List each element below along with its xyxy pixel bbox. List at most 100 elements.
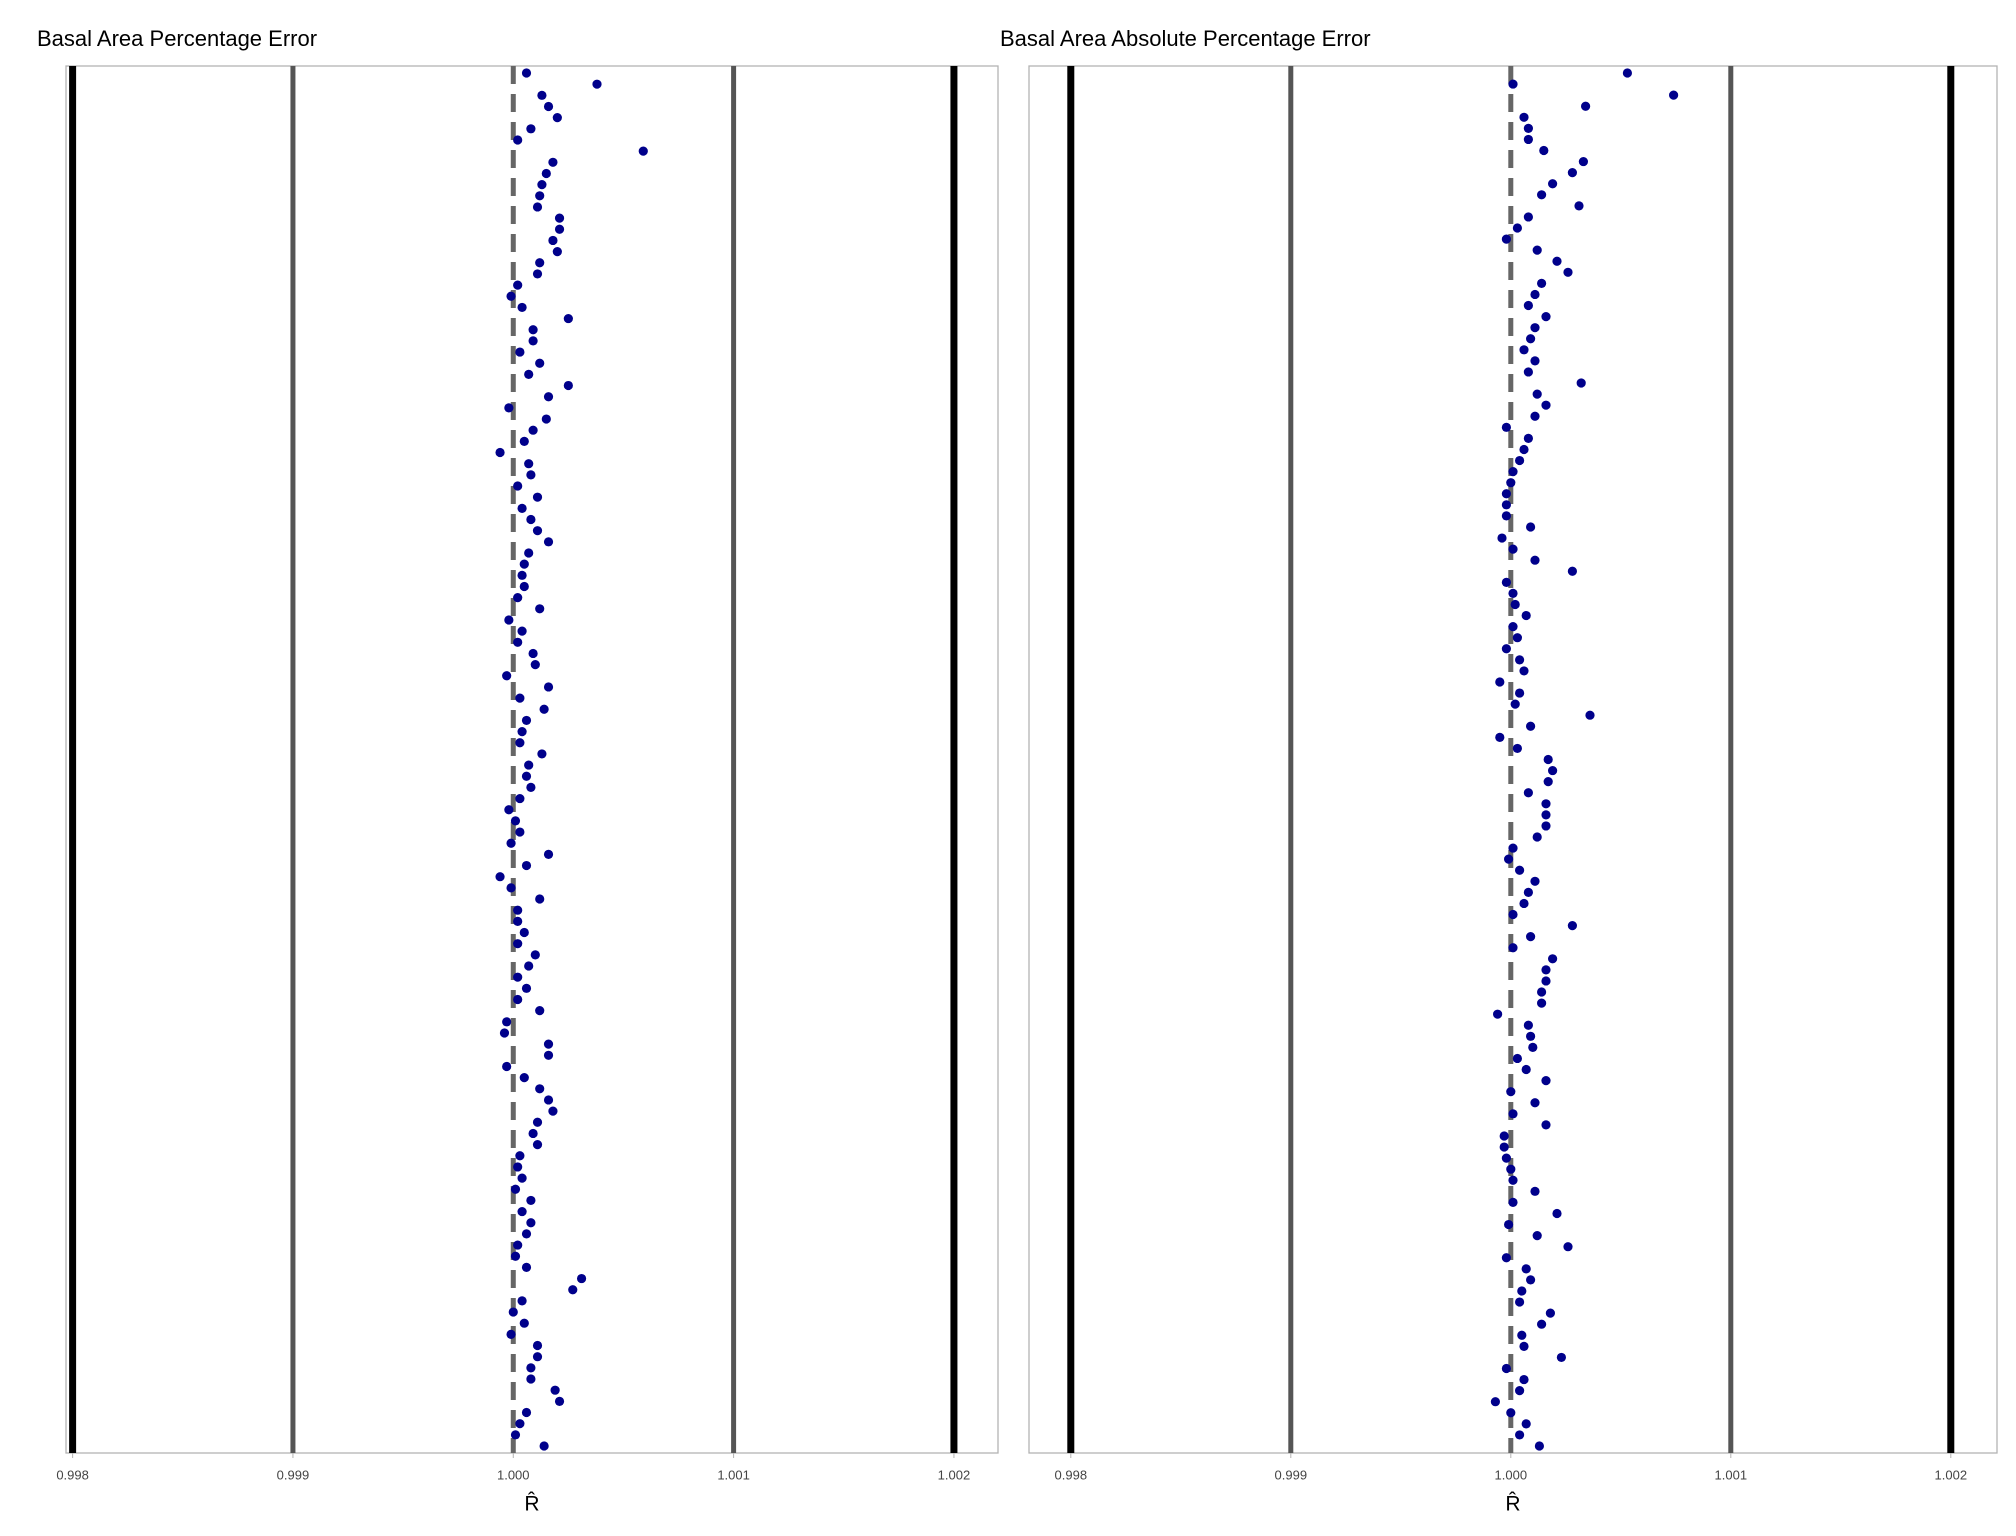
point xyxy=(502,671,512,681)
point xyxy=(528,336,538,346)
point xyxy=(1530,356,1540,366)
point xyxy=(1530,876,1540,886)
point xyxy=(552,247,562,257)
point xyxy=(1499,1142,1509,1152)
point xyxy=(548,1106,558,1116)
point xyxy=(1541,976,1551,986)
point xyxy=(535,1084,545,1094)
point xyxy=(1541,1120,1551,1130)
point xyxy=(1517,1286,1527,1296)
point xyxy=(1501,234,1511,244)
point xyxy=(530,950,540,960)
point xyxy=(1563,1242,1573,1252)
point xyxy=(1548,765,1558,776)
point xyxy=(526,1363,536,1373)
point xyxy=(515,1419,525,1429)
point xyxy=(1526,522,1536,532)
point xyxy=(532,1340,543,1351)
point xyxy=(524,548,534,558)
point xyxy=(519,1073,529,1083)
point xyxy=(532,1140,543,1150)
point xyxy=(1545,1308,1555,1318)
x-tick-label: 0.998 xyxy=(56,1467,89,1482)
point xyxy=(1523,134,1533,145)
point xyxy=(515,738,525,748)
x-axis-label: R̂ xyxy=(1505,1492,1520,1515)
point xyxy=(1537,190,1547,200)
point xyxy=(506,838,516,848)
point xyxy=(1530,289,1540,300)
point xyxy=(1501,511,1511,521)
point xyxy=(504,615,514,625)
point xyxy=(1526,334,1536,344)
point xyxy=(1508,909,1518,920)
point xyxy=(1512,633,1522,643)
x-tick-label: 0.998 xyxy=(1055,1467,1088,1482)
point xyxy=(1508,1197,1518,1208)
point xyxy=(1541,821,1551,831)
point xyxy=(576,1273,587,1284)
x-tick-label: 1.001 xyxy=(1715,1467,1748,1482)
point xyxy=(510,1184,521,1194)
point xyxy=(1515,455,1525,466)
point xyxy=(1508,1109,1518,1119)
point xyxy=(521,715,532,726)
point xyxy=(535,258,545,268)
point xyxy=(1512,743,1522,754)
point xyxy=(563,380,573,391)
plot-frame xyxy=(65,65,999,1454)
point xyxy=(548,157,558,167)
point xyxy=(554,1396,565,1406)
point xyxy=(532,1117,543,1127)
x-tick-label: 1.002 xyxy=(1935,1467,1968,1482)
point xyxy=(530,660,540,670)
point xyxy=(1537,278,1547,288)
point xyxy=(521,1262,532,1272)
point xyxy=(1519,112,1529,122)
point xyxy=(513,905,523,915)
point xyxy=(543,101,554,112)
point xyxy=(537,180,547,190)
point xyxy=(1530,323,1540,333)
point xyxy=(1515,1297,1525,1307)
point xyxy=(1530,411,1540,421)
x-tick-label: 0.999 xyxy=(1275,1467,1308,1482)
x-tick-label: 0.999 xyxy=(277,1467,310,1482)
x-tick-label: 1.002 xyxy=(938,1467,971,1482)
point xyxy=(508,1307,518,1317)
point xyxy=(552,113,562,123)
point xyxy=(1526,1275,1536,1285)
point xyxy=(1501,1363,1511,1374)
point xyxy=(543,1050,554,1060)
point xyxy=(1519,444,1529,455)
point xyxy=(1501,500,1511,510)
point xyxy=(1541,799,1551,809)
point xyxy=(1541,810,1551,820)
point xyxy=(1515,1430,1525,1440)
point xyxy=(1508,1175,1518,1185)
point xyxy=(504,805,514,815)
point xyxy=(1532,1231,1542,1241)
point xyxy=(502,1061,512,1072)
point xyxy=(1532,832,1542,842)
point xyxy=(1508,588,1518,599)
point xyxy=(519,1318,529,1328)
point xyxy=(543,849,554,859)
point xyxy=(515,347,525,357)
point xyxy=(517,726,527,737)
point xyxy=(528,425,538,435)
point xyxy=(517,1296,527,1306)
point xyxy=(1567,920,1577,931)
point xyxy=(1530,555,1540,565)
point xyxy=(499,1028,510,1038)
point xyxy=(543,392,554,402)
point xyxy=(1523,212,1533,222)
point xyxy=(1523,1020,1533,1030)
point xyxy=(1521,1064,1531,1075)
point xyxy=(1556,1352,1566,1363)
point xyxy=(1567,168,1577,178)
point xyxy=(513,1162,523,1172)
point xyxy=(517,626,527,636)
point xyxy=(1508,622,1518,632)
point xyxy=(1576,378,1586,388)
